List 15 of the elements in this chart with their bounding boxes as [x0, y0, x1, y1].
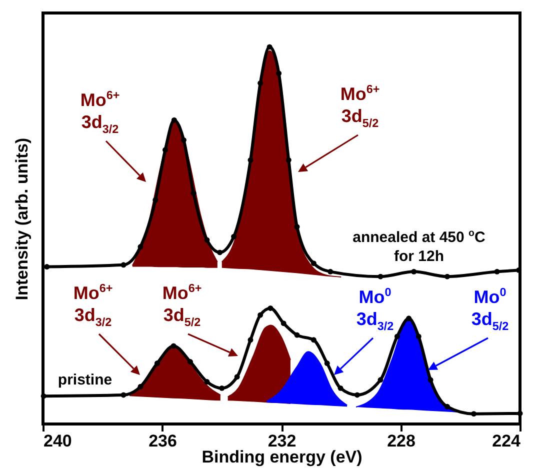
text: annealed at 450 $^{o}$C for 12h	[352, 228, 486, 265]
annotation: Mo$^{6+}$ 3d$_{3/2}$	[73, 281, 113, 331]
annotation: Mo$^{6+}$ 3d$_{3/2}$	[80, 88, 120, 138]
x-tick-label: 224	[492, 432, 522, 450]
y-axis-title: Intensity (arb. units)	[12, 138, 32, 300]
series-label: pristine	[58, 370, 112, 390]
x-tick-label: 228	[387, 432, 416, 450]
x-tick-label: 236	[148, 432, 177, 450]
x-tick-label: 240	[44, 432, 72, 450]
x-axis-title: Binding energy (eV)	[202, 448, 362, 466]
x-tick-label: 232	[268, 432, 296, 450]
annotation: Mo$^{6+}$ 3d$_{5/2}$	[340, 82, 380, 132]
annotation: Mo$^{0}$ 3d$_{5/2}$	[471, 285, 509, 335]
annotation: Mo$^{0}$ 3d$_{3/2}$	[356, 285, 394, 335]
annotation: Mo$^{6+}$ 3d$_{5/2}$	[162, 281, 202, 331]
